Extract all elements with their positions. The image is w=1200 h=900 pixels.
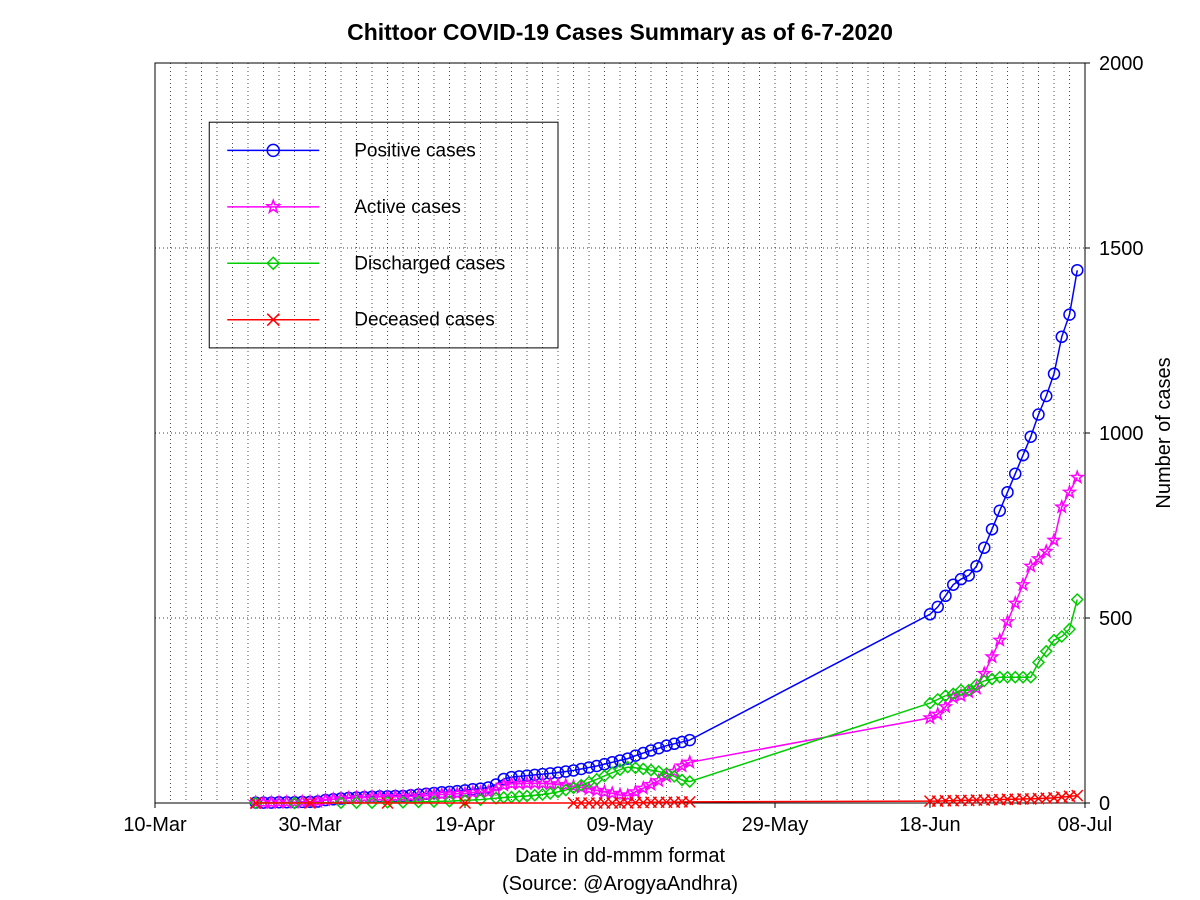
x-axis-title: Date in dd-mmm format: [515, 845, 725, 867]
y-axis-title: Number of cases: [1153, 357, 1175, 508]
covid-chart: 10-Mar 30-Mar 19-Apr 09-May 29-May 18-Jun 08-J…: [0, 0, 1200, 900]
y-tick-label: 0: [1099, 793, 1110, 815]
y-tick-label: 2000: [1099, 53, 1144, 75]
x-tick-label: 18-Jun: [899, 814, 960, 836]
x-tick-label: 19-Apr: [435, 814, 495, 836]
series-positive-cases: [250, 265, 1083, 808]
x-tick-label: 09-May: [587, 814, 654, 836]
x-tick-label: 29-May: [742, 814, 809, 836]
legend-label: Deceased cases: [354, 310, 494, 331]
x-tick-label: 30-Mar: [278, 814, 342, 836]
legend-label: Active cases: [354, 197, 461, 218]
chart-title: Chittoor COVID-19 Cases Summary as of 6-…: [347, 19, 893, 45]
legend-label: Positive cases: [354, 140, 475, 161]
y-tick-label: 1500: [1099, 238, 1144, 260]
y-tick-label: 500: [1099, 608, 1132, 630]
legend-label: Discharged cases: [354, 253, 505, 274]
x-tick-label: 08-Jul: [1058, 814, 1112, 836]
x-tick-label: 10-Mar: [123, 814, 187, 836]
legend: Positive cases Active cases Discharged cas…: [209, 122, 558, 348]
y-tick-label: 1000: [1099, 423, 1144, 445]
source-caption: (Source: @ArogyaAndhra): [502, 873, 738, 895]
